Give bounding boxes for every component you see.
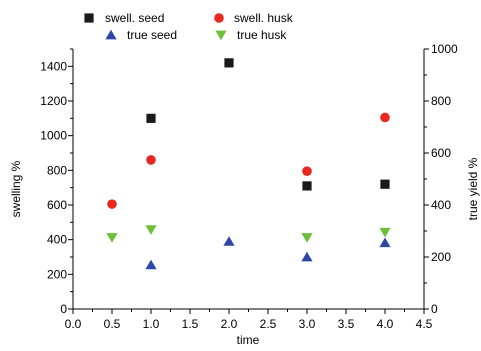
tick-labels: 0.0 0.5 1.0 1.5 2.0 2.5 3.0 3.5 4.0 4.50200400600… [40,42,458,331]
data-point-circle [107,199,117,209]
x-tick-label: 3.5 [338,317,355,331]
data-point-triangle-up [145,259,157,270]
y-left-tick-label: 800 [47,163,67,177]
data-point-square [302,181,312,191]
data-point-triangle-up [379,237,391,248]
legend-label: swell. husk [234,11,294,25]
legend-label: true seed [127,28,177,42]
legend-marker-square [84,13,94,23]
legend-label: swell. seed [105,11,164,25]
x-tick-label: 0.0 [65,317,82,331]
legend-marker-triangle-down [215,30,227,41]
y-left-tick-label: 1000 [40,129,67,143]
y-right-tick-label: 0 [431,302,438,316]
y-left-tick-label: 1200 [40,94,67,108]
data-point-circle [380,112,390,123]
x-tick-label: 2.5 [260,317,277,331]
x-tick-label: 1.5 [182,317,199,331]
y-left-tick-label: 0 [60,302,67,316]
x-tick-label: 3.0 [299,317,316,331]
y-left-tick-label: 1400 [40,59,67,73]
data-points [106,58,391,270]
x-tick-label: 4.5 [416,317,433,331]
y-axis-left-label: swelling % [9,160,23,217]
data-point-triangle-up [223,236,235,246]
data-point-circle [302,166,312,176]
y-right-tick-label: 1000 [431,42,458,56]
x-tick-label: 4.0 [377,317,394,331]
data-point-square [224,58,234,68]
data-point-triangle-down [379,227,391,238]
y-right-tick-label: 200 [431,250,451,264]
data-point-circle [146,155,156,165]
axes [72,49,425,310]
y-right-tick-label: 800 [431,94,451,108]
y-left-tick-label: 400 [47,233,67,247]
y-left-tick-label: 200 [47,267,67,281]
y-left-tick-label: 600 [47,198,67,212]
tick-marks [68,48,429,314]
data-point-triangle-down [301,233,313,243]
data-point-square [146,113,156,123]
legend-marker-circle [214,13,224,23]
x-tick-label: 0.5 [104,317,121,331]
y-right-tick-label: 600 [431,146,451,160]
y-axis-right-label: true yield % [466,157,480,220]
data-point-square [380,179,390,189]
legend: swell. seed swell. husk true seed true husk [84,11,294,42]
legend-label: true husk [237,28,287,42]
legend-marker-triangle-up [105,29,117,40]
data-point-triangle-down [145,225,157,235]
x-tick-label: 1.0 [143,317,160,331]
data-point-triangle-down [106,233,118,243]
x-tick-label: 2.0 [221,317,238,331]
x-axis-label: time [237,333,260,347]
data-point-triangle-up [301,251,313,262]
y-right-tick-label: 400 [431,198,451,212]
